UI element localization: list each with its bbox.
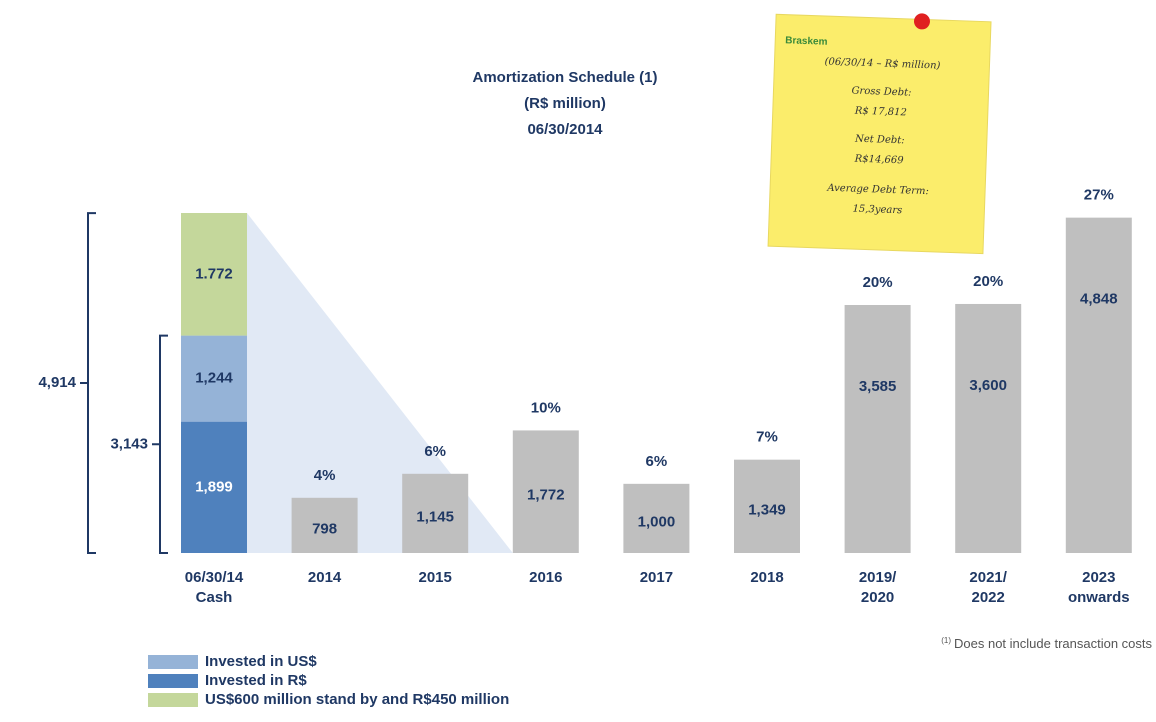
note-brand: Braskem <box>785 35 828 47</box>
bar <box>844 305 911 553</box>
bar <box>291 497 358 553</box>
share-label: 10% <box>531 399 561 416</box>
note-line: Net Debt: <box>854 134 905 147</box>
legend-label: Invested in R$ <box>205 672 307 689</box>
chart-title: Amortization Schedule (1) <box>472 69 657 86</box>
share-label: 7% <box>756 429 778 446</box>
x-tick-label: 2023 onwards <box>1067 569 1130 606</box>
x-tick-label: 2017 <box>639 569 674 586</box>
pin <box>913 13 930 30</box>
chart-subtitle: (R$ million) <box>524 95 606 112</box>
legend-swatch <box>148 674 198 688</box>
x-tick-label: 2015 <box>418 569 452 586</box>
bar-segment <box>181 213 247 336</box>
note-line: Average Debt Term: <box>826 183 929 198</box>
bar-segment <box>181 335 247 422</box>
footnote: (1) Does not include transaction costs <box>941 636 1152 651</box>
share-label: 27% <box>1084 187 1114 204</box>
x-tick-label: 2018 <box>750 569 784 586</box>
value-label: 1,244 <box>195 370 233 387</box>
legend-swatch <box>148 693 198 707</box>
shade <box>247 213 513 553</box>
bar <box>1065 217 1132 553</box>
note-line: 15,3years <box>852 204 902 217</box>
bracket-label: 4,914 <box>38 374 76 391</box>
value-label: 4,848 <box>1080 291 1118 308</box>
bar <box>623 483 690 553</box>
value-label: 1.772 <box>195 265 233 282</box>
bracket <box>152 334 168 554</box>
footnote-mark: (1) <box>941 636 951 645</box>
bracket <box>80 212 96 554</box>
value-label: 1,899 <box>195 478 233 495</box>
value-label: 3,585 <box>859 378 897 395</box>
x-tick-label: 06/30/14 Cash <box>184 569 244 606</box>
bar <box>734 459 800 553</box>
bracket-label: 3,143 <box>110 435 148 452</box>
value-label: 1,000 <box>638 513 676 530</box>
note-line: (06/30/14 – R$ million) <box>824 57 940 72</box>
legend-label: US$600 million stand by and R$450 millio… <box>205 691 509 708</box>
share-label: 20% <box>863 274 893 291</box>
footnote-text: Does not include transaction costs <box>954 636 1152 651</box>
share-label: 6% <box>646 453 668 470</box>
note-line: R$ 17,812 <box>854 106 907 119</box>
value-label: 1,145 <box>416 508 454 525</box>
share-label: 4% <box>314 467 336 484</box>
bar-segment <box>181 421 247 553</box>
note-line: R$14,669 <box>854 154 905 167</box>
x-tick-label: 2021/ 2022 <box>969 569 1007 606</box>
value-label: 1,349 <box>748 501 786 518</box>
bar <box>402 473 469 553</box>
share-label: 6% <box>424 443 446 460</box>
value-label: 798 <box>312 520 337 537</box>
bar <box>955 303 1022 553</box>
legend-swatch <box>148 655 198 669</box>
x-tick-label: 2016 <box>529 569 563 586</box>
legend-label: Invested in US$ <box>205 653 317 670</box>
value-label: 1,772 <box>527 487 565 504</box>
chart-date: 06/30/2014 <box>527 121 603 138</box>
bar <box>512 430 579 553</box>
x-tick-label: 2014 <box>307 569 342 586</box>
note-line: Gross Debt: <box>851 85 911 98</box>
x-tick-label: 2019/ 2020 <box>858 569 897 606</box>
note-paper <box>767 13 992 255</box>
share-label: 20% <box>973 273 1003 290</box>
value-label: 3,600 <box>969 377 1007 394</box>
sticky-note: Braskem (06/30/14 – R$ million) Gross Deb… <box>767 13 992 255</box>
